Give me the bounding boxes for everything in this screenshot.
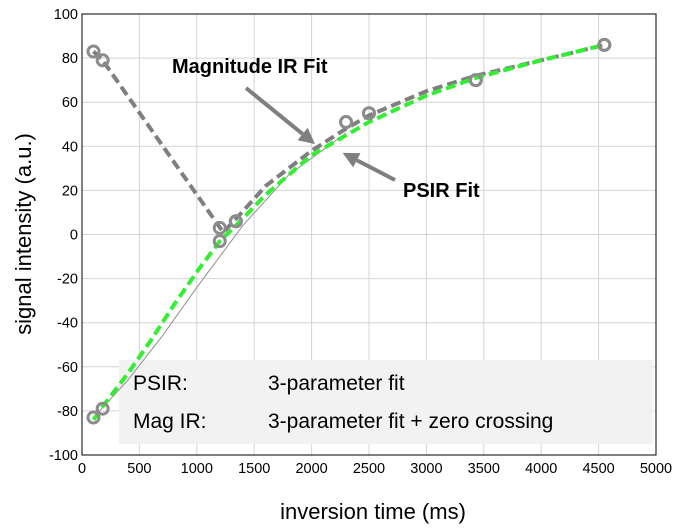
y-tick-label: -60: [57, 360, 78, 376]
x-tick-label: 3000: [410, 461, 442, 477]
psir-data-point: [339, 115, 354, 130]
magnitude-ir-fit-line: [92, 42, 605, 235]
y-tick-label: 100: [54, 7, 78, 23]
x-tick-label: 3500: [468, 461, 500, 477]
y-tick-label: 60: [62, 95, 78, 111]
y-tick-label: 0: [70, 228, 78, 244]
y-tick-label: -80: [57, 404, 78, 420]
legend-desc-mag-ir: 3-parameter fit + zero crossing: [268, 410, 553, 433]
x-tick-label: 1500: [238, 461, 270, 477]
psir-data-point: [362, 106, 376, 121]
plot-frame: [81, 13, 657, 456]
annotation-arrowhead-magnitude: [297, 127, 316, 145]
y-tick-label: -100: [49, 448, 78, 464]
magnitude-data-point: [95, 53, 110, 68]
magnitude-data-point: [86, 44, 101, 59]
annotation-magnitude-ir-fit: Magnitude IR Fit: [172, 56, 328, 78]
annotations: Magnitude IR Fit PSIR Fit: [172, 56, 480, 202]
x-tick-label: 1000: [181, 461, 213, 477]
x-tick-label: 5000: [640, 461, 672, 477]
y-tick-label: 20: [62, 183, 78, 199]
legend-label-mag-ir: Mag IR:: [133, 410, 207, 433]
y-axis-label: signal intensity (a.u.): [11, 133, 36, 335]
x-tick-label: 500: [127, 461, 151, 477]
y-axis-ticks: -100 -80 -60 -40 -20 0 20 40 60 80 100: [49, 7, 78, 464]
psir-data-point: [86, 410, 101, 425]
x-axis-ticks: 0 500 1000 1500 2000 2500 3000 3500 4000 4500 5000: [78, 461, 672, 477]
data-series: [86, 37, 612, 425]
psir-data-point: [468, 73, 483, 88]
legend-background: [119, 360, 653, 444]
y-tick-label: -20: [57, 272, 78, 288]
x-axis-label: inversion time (ms): [280, 499, 466, 524]
legend-desc-psir: 3-parameter fit: [268, 372, 405, 395]
psir-fit-line: [91, 42, 605, 421]
annotation-psir-fit: PSIR Fit: [403, 180, 480, 202]
psir-data-point: [597, 37, 612, 52]
legend-label-psir: PSIR:: [133, 372, 188, 395]
x-tick-label: 2000: [295, 461, 327, 477]
y-tick-label: 40: [62, 139, 78, 155]
x-tick-label: 4000: [525, 461, 557, 477]
y-tick-label: -40: [57, 316, 78, 332]
annotation-arrow-psir: [355, 158, 396, 182]
psir-data-point: [95, 401, 110, 416]
annotation-arrow-magnitude: [244, 86, 304, 136]
x-tick-label: 4500: [582, 461, 614, 477]
magnitude-data-point: [212, 220, 227, 235]
fit-legend: PSIR: 3-parameter fit Mag IR: 3-paramete…: [119, 360, 653, 444]
x-tick-label: 2500: [353, 461, 385, 477]
annotation-arrowhead-psir: [342, 152, 361, 168]
psir-data-point: [212, 234, 227, 249]
y-tick-label: 80: [62, 51, 78, 67]
x-tick-label: 0: [78, 461, 86, 477]
psir-data-point: [228, 214, 243, 229]
